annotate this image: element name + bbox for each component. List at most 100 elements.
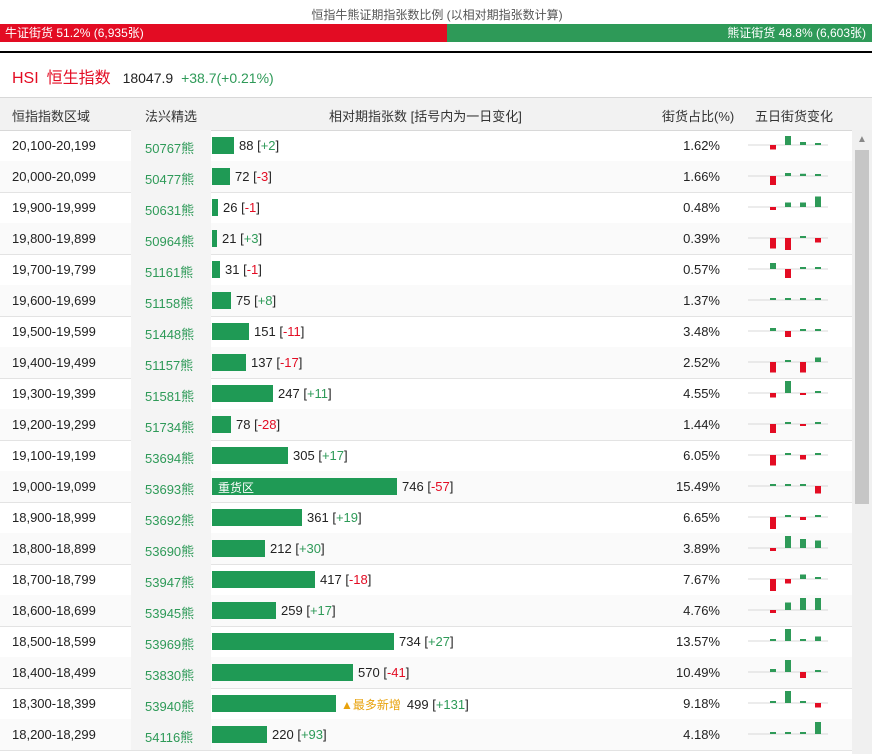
table-row[interactable]: 19,300-19,399 51581熊 247 [+11] 4.55%	[0, 378, 852, 410]
row-code-link[interactable]: 51157熊	[145, 358, 194, 373]
sparkline-bar	[770, 610, 776, 613]
table-row[interactable]: 19,000-19,099 53693熊 重货区 746 [-57] 15.49%	[0, 471, 852, 503]
sparkline-bar	[785, 331, 791, 337]
table-row[interactable]: 18,800-18,899 53690熊 212 [+30] 3.89%	[0, 533, 852, 565]
contracts-bar	[212, 416, 231, 433]
ratio-caption: 恒指牛熊证期指张数比例 (以相对期指张数计算)	[311, 8, 563, 22]
row-code-link[interactable]: 53692熊	[145, 513, 195, 528]
share-percent: 7.67%	[683, 572, 720, 587]
table-row[interactable]: 18,600-18,699 53945熊 259 [+17] 4.76%	[0, 595, 852, 627]
row-code-link[interactable]: 53830熊	[145, 668, 195, 683]
contracts-value: 31	[225, 262, 240, 277]
table-row[interactable]: 18,200-18,299 54116熊 220 [+93] 4.18%	[0, 719, 852, 751]
row-code-link[interactable]: 50964熊	[145, 234, 195, 249]
row-code-link[interactable]: 51581熊	[145, 389, 195, 404]
row-code-link[interactable]: 53694熊	[145, 451, 195, 466]
header-share: 街货占比(%)	[662, 109, 735, 124]
row-code-link[interactable]: 51161熊	[145, 265, 194, 280]
share-percent: 4.76%	[683, 603, 720, 618]
row-code-link[interactable]: 50767熊	[145, 141, 195, 156]
table-row[interactable]: 18,700-18,799 53947熊 417 [-18] 7.67%	[0, 564, 852, 596]
sparkline-bar	[785, 536, 791, 548]
contracts-label: 746 [-57]	[402, 479, 454, 494]
sparkline-bar	[800, 362, 806, 373]
contracts-value: 259	[281, 603, 303, 618]
table-row[interactable]: 18,400-18,499 53830熊 570 [-41] 10.49%	[0, 657, 852, 689]
daily-change: +30	[298, 541, 321, 556]
row-range: 19,800-19,899	[12, 231, 96, 246]
contracts-label: 259 [+17]	[281, 603, 336, 618]
row-code-link[interactable]: 53947熊	[145, 575, 195, 590]
share-percent: 0.57%	[683, 262, 720, 277]
row-code-link[interactable]: 50477熊	[145, 172, 195, 187]
table-row[interactable]: 19,700-19,799 51161熊 31 [-1] 0.57%	[0, 254, 852, 286]
table-row[interactable]: 19,500-19,599 51448熊 151 [-11] 3.48%	[0, 316, 852, 348]
sparkline-bar	[770, 484, 776, 486]
row-code-link[interactable]: 53690熊	[145, 544, 195, 559]
share-percent: 6.65%	[683, 510, 720, 525]
row-code-link[interactable]: 50631熊	[145, 203, 195, 218]
row-range: 18,500-18,599	[12, 634, 96, 649]
table-row[interactable]: 19,400-19,499 51157熊 137 [-17] 2.52%	[0, 347, 852, 379]
bull-bear-ratio-bar: 牛证街货 51.2% (6,935张) 熊证街货 48.8% (6,603张)	[0, 24, 872, 42]
contracts-label: 305 [+17]	[293, 448, 348, 463]
heavy-zone-tag: 重货区	[218, 481, 255, 495]
table-row[interactable]: 18,900-18,999 53692熊 361 [+19] 6.65%	[0, 502, 852, 534]
table-row[interactable]: 19,200-19,299 51734熊 78 [-28] 1.44%	[0, 409, 852, 441]
sparkline-bar	[785, 732, 791, 734]
five-day-sparkline	[748, 263, 828, 278]
five-day-sparkline	[748, 484, 828, 494]
sparkline-bar	[815, 486, 821, 494]
cbbc-table-body: 20,100-20,199 50767熊 88 [+2] 1.62% 20,000-20…	[0, 130, 852, 754]
row-code-link[interactable]: 51448熊	[145, 327, 195, 342]
sparkline-bar	[815, 174, 821, 176]
scrollbar[interactable]: ▲	[852, 130, 872, 754]
row-code-link[interactable]: 54116熊	[145, 730, 194, 745]
daily-change: +2	[260, 138, 276, 153]
row-code-link[interactable]: 51158熊	[145, 296, 194, 311]
row-code-cell: 50477熊	[131, 161, 211, 192]
sparkline-bar	[815, 196, 821, 207]
sparkline-bar	[815, 357, 821, 362]
row-code-link[interactable]: 53945熊	[145, 606, 195, 621]
sparkline-bar	[815, 422, 821, 424]
table-row[interactable]: 19,100-19,199 53694熊 305 [+17] 6.05%	[0, 440, 852, 472]
sparkline-bar	[770, 145, 776, 150]
sparkline-bar	[800, 517, 806, 520]
sparkline-bar	[770, 669, 776, 672]
table-row[interactable]: 18,300-18,399 53940熊 ▲最多新增 499 [+131] 9.18%	[0, 688, 852, 720]
sparkline-bar	[770, 176, 776, 185]
row-range: 19,000-19,099	[12, 479, 96, 494]
sparkline-bar	[815, 703, 821, 708]
table-row[interactable]: 20,100-20,199 50767熊 88 [+2] 1.62%	[0, 130, 852, 162]
sparkline-bar	[815, 143, 821, 145]
sparkline-bar	[800, 484, 806, 486]
table-row[interactable]: 18,500-18,599 53969熊 734 [+27] 13.57%	[0, 626, 852, 658]
share-percent: 9.18%	[683, 696, 720, 711]
contracts-label: 212 [+30]	[270, 541, 325, 556]
row-code-link[interactable]: 53969熊	[145, 637, 195, 652]
share-percent: 1.66%	[683, 169, 720, 184]
five-day-sparkline	[748, 136, 828, 150]
five-day-sparkline	[748, 422, 828, 433]
sparkline-bar	[785, 422, 791, 424]
five-day-sparkline	[748, 598, 828, 613]
table-row[interactable]: 19,900-19,999 50631熊 26 [-1] 0.48%	[0, 192, 852, 224]
table-row[interactable]: 19,600-19,699 51158熊 75 [+8] 1.37%	[0, 285, 852, 317]
five-day-sparkline	[748, 722, 828, 735]
scroll-up-icon[interactable]: ▲	[857, 134, 867, 145]
contracts-bar	[212, 664, 353, 681]
row-code-link[interactable]: 51734熊	[145, 420, 195, 435]
table-row[interactable]: 19,800-19,899 50964熊 21 [+3] 0.39%	[0, 223, 852, 255]
sparkline-bar	[785, 381, 791, 393]
row-range: 18,400-18,499	[12, 665, 96, 680]
row-code-link[interactable]: 53940熊	[145, 699, 195, 714]
row-range: 18,900-18,999	[12, 510, 96, 525]
row-code-cell: 53693熊	[131, 471, 211, 502]
table-row[interactable]: 20,000-20,099 50477熊 72 [-3] 1.66%	[0, 161, 852, 193]
contracts-label: 151 [-11]	[254, 324, 305, 339]
scrollbar-thumb[interactable]	[855, 150, 869, 504]
row-code-cell: 53969熊	[131, 626, 211, 657]
index-value: 18047.9	[122, 70, 174, 86]
row-code-link[interactable]: 53693熊	[145, 482, 195, 497]
